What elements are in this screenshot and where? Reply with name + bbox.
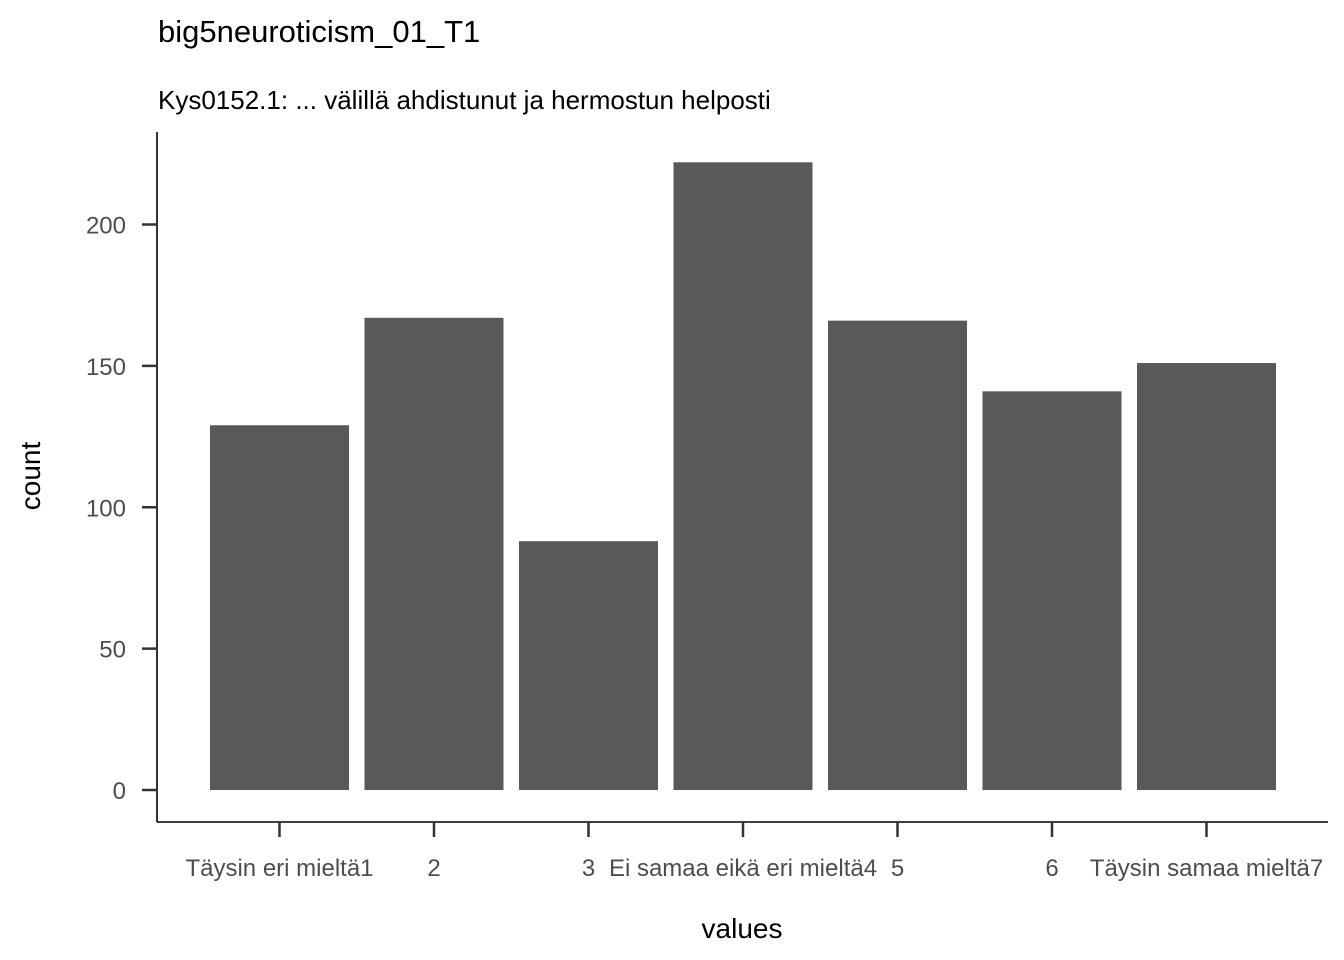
x-axis: Täysin eri mieltä1 2 3 Ei samaa eikä eri mi… xyxy=(157,821,1328,882)
x-tick-label-2: 2 xyxy=(427,855,440,882)
x-tick-label-1: Täysin eri mieltä1 xyxy=(185,855,373,882)
x-tick-label-7: Täysin samaa mieltä7 xyxy=(1090,855,1323,882)
y-axis-title: count xyxy=(15,442,46,511)
bars-group xyxy=(210,162,1276,791)
bar-4 xyxy=(673,162,813,791)
x-tick-label-3: 3 xyxy=(582,855,595,882)
x-tick-label-6: 6 xyxy=(1045,855,1058,882)
bar-7 xyxy=(1137,363,1276,790)
y-axis: 0 50 100 150 200 xyxy=(86,132,158,822)
x-axis-title: values xyxy=(702,913,783,944)
y-tick-label: 50 xyxy=(99,637,126,664)
chart-title: big5neuroticism_01_T1 xyxy=(158,14,480,49)
y-tick-label: 100 xyxy=(86,495,126,522)
y-tick-label: 200 xyxy=(86,213,126,240)
bar-6 xyxy=(982,391,1122,790)
y-tick-label: 0 xyxy=(113,778,126,805)
bar-2 xyxy=(364,317,504,790)
chart-subtitle: Kys0152.1: ... välillä ahdistunut ja her… xyxy=(158,85,771,115)
bar-5 xyxy=(828,320,967,790)
bar-1 xyxy=(210,425,349,790)
y-tick-label: 150 xyxy=(86,354,126,381)
x-tick-label-4: Ei samaa eikä eri mieltä4 xyxy=(609,855,877,882)
x-tick-label-5: 5 xyxy=(891,855,904,882)
bar-3 xyxy=(519,541,658,790)
